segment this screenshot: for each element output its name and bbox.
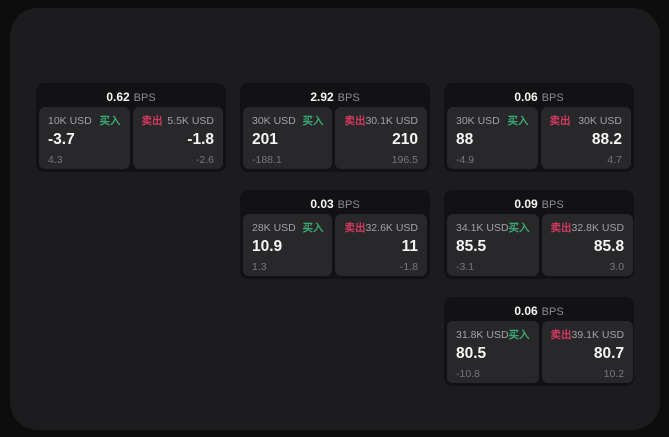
buy-label: 买入 (508, 222, 530, 234)
sell-price: 80.7 (593, 345, 625, 362)
sell-delta: 10.2 (603, 368, 625, 380)
quote-card: 0.06 BPS 30K USD 买入 88 -4.9 卖出 (444, 83, 634, 172)
bps-value: 0.06 (514, 90, 538, 104)
column-2: 2.92 BPS 30K USD 买入 201 -188.1 卖出 (240, 83, 430, 386)
sell-delta: 4.7 (607, 154, 622, 166)
buy-label: 买入 (302, 115, 324, 127)
sell-tile[interactable]: 卖出 30K USD 88.2 4.7 (540, 107, 631, 169)
bps-value: 0.03 (310, 197, 334, 211)
quote-card: 0.09 BPS 34.1K USD 买入 85.5 -3.1 卖出 (444, 190, 634, 279)
buy-label: 买入 (302, 222, 324, 234)
sell-delta: 196.5 (391, 154, 418, 166)
buy-amount: 30K USD (456, 115, 500, 127)
sell-delta: -2.6 (195, 154, 214, 166)
sell-price: 88.2 (591, 131, 622, 148)
sell-tile[interactable]: 卖出 32.6K USD 11 -1.8 (335, 214, 427, 276)
sell-delta: 3.0 (609, 261, 625, 273)
bps-unit-label: BPS (541, 199, 564, 211)
quote-card: 0.06 BPS 31.8K USD 买入 80.5 -10.8 卖出 (444, 297, 634, 386)
quote-card: 0.62 BPS 10K USD 买入 -3.7 4.3 卖出 (36, 83, 226, 172)
sell-delta: -1.8 (399, 261, 418, 273)
sell-tile[interactable]: 卖出 5.5K USD -1.8 -2.6 (132, 107, 223, 169)
buy-delta: -188.1 (252, 154, 282, 166)
buy-label: 买入 (99, 115, 121, 127)
quote-card: 2.92 BPS 30K USD 买入 201 -188.1 卖出 (240, 83, 430, 172)
buy-tile[interactable]: 30K USD 买入 88 -4.9 (447, 107, 538, 169)
bps-unit-label: BPS (541, 306, 564, 318)
bps-header: 0.06 BPS (447, 300, 631, 321)
bps-header: 0.62 BPS (39, 86, 223, 107)
main-panel: 0.62 BPS 10K USD 买入 -3.7 4.3 卖出 (10, 8, 660, 430)
column-1: 0.62 BPS 10K USD 买入 -3.7 4.3 卖出 (36, 83, 226, 386)
buy-delta: 4.3 (48, 154, 63, 166)
sell-label: 卖出 (141, 115, 163, 127)
sell-price: 85.8 (593, 238, 625, 255)
quote-card-grid: 0.62 BPS 10K USD 买入 -3.7 4.3 卖出 (36, 83, 634, 386)
bps-header: 2.92 BPS (243, 86, 427, 107)
sell-label: 卖出 (344, 222, 366, 234)
buy-amount: 30K USD (252, 115, 296, 127)
buy-tile[interactable]: 30K USD 买入 201 -188.1 (243, 107, 333, 169)
bps-value: 0.06 (514, 304, 538, 318)
bps-unit-label: BPS (133, 92, 156, 104)
buy-label: 买入 (508, 329, 530, 341)
buy-delta: -3.1 (456, 261, 475, 273)
sell-price: -1.8 (187, 131, 214, 148)
buy-amount: 10K USD (48, 115, 92, 127)
sell-label: 卖出 (549, 115, 571, 127)
sell-amount: 39.1K USD (571, 329, 625, 341)
sell-amount: 32.6K USD (365, 222, 418, 234)
bps-value: 2.92 (310, 90, 334, 104)
column-3: 0.06 BPS 30K USD 买入 88 -4.9 卖出 (444, 83, 634, 386)
buy-amount: 34.1K USD (456, 222, 509, 234)
buy-price: -3.7 (48, 131, 75, 148)
buy-tile[interactable]: 31.8K USD 买入 80.5 -10.8 (447, 321, 539, 383)
bps-unit-label: BPS (337, 199, 360, 211)
buy-delta: -10.8 (456, 368, 480, 380)
sell-label: 卖出 (550, 329, 572, 341)
buy-tile[interactable]: 34.1K USD 买入 85.5 -3.1 (447, 214, 539, 276)
quote-card: 0.03 BPS 28K USD 买入 10.9 1.3 卖出 (240, 190, 430, 279)
sell-amount: 30K USD (578, 115, 622, 127)
buy-amount: 28K USD (252, 222, 296, 234)
bps-header: 0.03 BPS (243, 193, 427, 214)
bps-unit-label: BPS (337, 92, 360, 104)
buy-delta: -4.9 (456, 154, 475, 166)
buy-delta: 1.3 (252, 261, 267, 273)
buy-tile[interactable]: 28K USD 买入 10.9 1.3 (243, 214, 333, 276)
buy-tile[interactable]: 10K USD 买入 -3.7 4.3 (39, 107, 130, 169)
sell-tile[interactable]: 卖出 32.8K USD 85.8 3.0 (541, 214, 634, 276)
bps-value: 0.62 (106, 90, 130, 104)
buy-price: 10.9 (252, 238, 283, 255)
bps-unit-label: BPS (541, 92, 564, 104)
sell-tile[interactable]: 卖出 30.1K USD 210 196.5 (335, 107, 427, 169)
bps-value: 0.09 (514, 197, 538, 211)
buy-price: 88 (456, 131, 474, 148)
buy-amount: 31.8K USD (456, 329, 509, 341)
sell-amount: 32.8K USD (571, 222, 625, 234)
buy-price: 201 (252, 131, 278, 148)
sell-amount: 5.5K USD (167, 115, 214, 127)
buy-price: 80.5 (456, 345, 487, 362)
sell-label: 卖出 (344, 115, 366, 127)
buy-price: 85.5 (456, 238, 487, 255)
sell-price: 11 (401, 238, 418, 255)
sell-price: 210 (392, 131, 418, 148)
buy-label: 买入 (507, 115, 529, 127)
bps-header: 0.09 BPS (447, 193, 631, 214)
sell-label: 卖出 (550, 222, 572, 234)
sell-amount: 30.1K USD (365, 115, 418, 127)
sell-tile[interactable]: 卖出 39.1K USD 80.7 10.2 (541, 321, 634, 383)
bps-header: 0.06 BPS (447, 86, 631, 107)
